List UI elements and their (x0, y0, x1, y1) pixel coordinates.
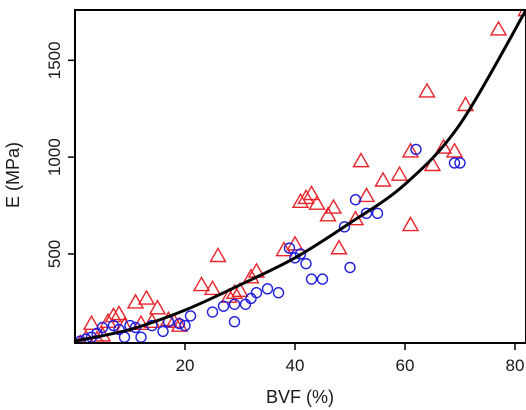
circle-point (228, 316, 241, 328)
circle-point (245, 292, 257, 305)
triangle-point (126, 293, 145, 309)
axis-ticks: 20 40 60 80 500 1000 1500 (45, 41, 524, 375)
circle-point (179, 319, 191, 332)
circle-point (96, 321, 109, 334)
triangle-point (434, 138, 453, 154)
y-tick-label: 500 (45, 240, 64, 268)
circle-point (371, 207, 384, 219)
circle-point (250, 286, 263, 299)
triangle-point (242, 268, 260, 284)
triangle-point (456, 95, 475, 112)
y-tick-label: 1000 (45, 138, 64, 176)
circle-point (294, 248, 307, 260)
circle-point (184, 310, 197, 322)
circle-point (338, 221, 351, 233)
circle-point (448, 157, 461, 169)
triangle-point (357, 186, 376, 203)
triangle-point (445, 142, 464, 158)
circle-point (316, 273, 329, 285)
x-tick-label: 80 (506, 356, 525, 375)
circle-point (206, 306, 219, 318)
x-axis-label: BVF (%) (266, 387, 334, 407)
circle-point (261, 283, 274, 295)
x-tick-label: 60 (396, 356, 415, 375)
circle-point (360, 207, 373, 219)
triangle-point (401, 215, 420, 232)
circle-point (410, 143, 422, 156)
triangle-point (302, 185, 321, 201)
triangle-point (352, 152, 370, 168)
y-axis-label: E (MPa) (3, 142, 23, 208)
triangle-point (148, 299, 167, 315)
circle-point (157, 325, 169, 338)
triangle-point (319, 206, 337, 222)
triangle-point (324, 198, 343, 214)
triangle-point (297, 188, 315, 205)
triangle-point (203, 279, 222, 296)
triangle-point (330, 239, 348, 255)
triangle-point (82, 314, 101, 330)
triangle-point (418, 82, 436, 98)
triangle-point (308, 194, 326, 210)
triangle-point (104, 306, 123, 323)
circle-point (349, 194, 362, 206)
triangle-point (291, 192, 310, 208)
triangle-point (489, 20, 508, 36)
x-tick-label: 40 (286, 356, 305, 375)
circle-point (217, 300, 230, 312)
triangle-point (170, 316, 189, 332)
circle-point (173, 317, 186, 330)
circle-point (118, 331, 131, 343)
y-tick-label: 1500 (45, 41, 64, 79)
triangle-point (225, 283, 244, 299)
triangle-point (110, 305, 128, 321)
circle-point (239, 298, 252, 310)
triangle-point (231, 281, 249, 298)
triangle-point (137, 289, 156, 305)
triangle-point (192, 276, 211, 292)
circle-point (113, 323, 125, 336)
triangle-point (209, 246, 227, 263)
circle-point (228, 298, 241, 310)
plot-frame (74, 9, 526, 344)
circle-point (300, 257, 312, 270)
circle-point (135, 331, 147, 343)
fit-curve (75, 10, 526, 343)
circle-point (305, 273, 318, 285)
triangle-point (401, 142, 420, 158)
triangle-point (374, 171, 392, 187)
circle-point (344, 261, 356, 274)
x-tick-label: 20 (176, 356, 195, 375)
plot-area (75, 10, 526, 343)
circle-point (283, 242, 296, 254)
circle-point (454, 157, 466, 169)
circle-point (272, 286, 285, 299)
triangle-point (390, 165, 409, 181)
